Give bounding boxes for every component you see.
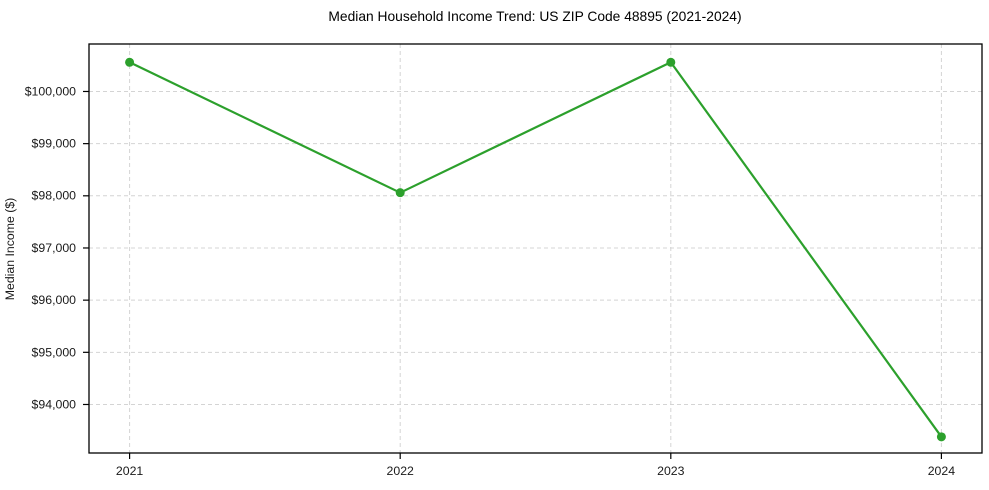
x-tick-label: 2023 bbox=[657, 464, 685, 478]
plot-layer: 2021 2022 2023 2024 $94,000 $95,000 $96,000 $97… bbox=[25, 43, 983, 478]
data-point bbox=[395, 188, 405, 198]
y-axis-label: Median Income ($) bbox=[3, 198, 17, 301]
y-tick-label: $95,000 bbox=[32, 345, 77, 359]
data-point bbox=[936, 432, 946, 442]
x-tick-label: 2021 bbox=[116, 464, 144, 478]
y-tick-label: $98,000 bbox=[32, 189, 77, 203]
x-tick-label: 2022 bbox=[387, 464, 415, 478]
data-point bbox=[125, 57, 135, 67]
y-tick-label: $94,000 bbox=[32, 397, 77, 411]
plot-area bbox=[89, 44, 982, 453]
y-tick-label: $100,000 bbox=[25, 84, 76, 98]
x-tick-label: 2024 bbox=[928, 464, 956, 478]
y-tick-label: $99,000 bbox=[32, 137, 77, 151]
data-point bbox=[666, 57, 676, 67]
trend-line bbox=[128, 61, 943, 438]
chart-title: Median Household Income Trend: US ZIP Co… bbox=[328, 9, 741, 24]
y-tick-label: $97,000 bbox=[32, 241, 77, 255]
y-tick-label: $96,000 bbox=[32, 293, 77, 307]
